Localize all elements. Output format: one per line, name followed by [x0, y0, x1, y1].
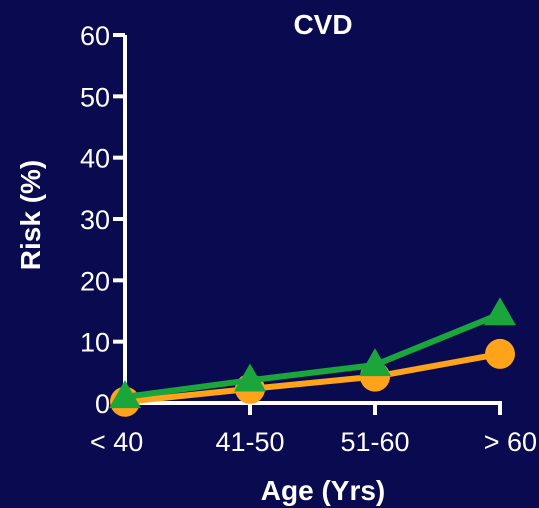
- y-tick-label: 0: [95, 389, 110, 419]
- series-triangle: [109, 297, 516, 409]
- y-tick-label: 60: [80, 21, 110, 51]
- x-tick-label: 41-50: [215, 427, 284, 457]
- data-point-triangle: [359, 348, 391, 377]
- series-line: [124, 311, 502, 400]
- data-point-triangle: [109, 380, 141, 409]
- x-tick-label: 51-60: [340, 427, 409, 457]
- chart-title: CVD: [293, 9, 352, 40]
- series-circle: [110, 338, 515, 417]
- y-tick-label: 30: [80, 205, 110, 235]
- series-line: [124, 350, 501, 405]
- y-ticks: 0 10 20 30 40 50 60: [80, 21, 125, 419]
- y-tick-label: 10: [80, 328, 110, 358]
- data-point-triangle: [484, 297, 516, 326]
- series-layer: [109, 297, 516, 417]
- y-axis-title: Risk (%): [15, 160, 46, 270]
- x-axis-title: Age (Yrs): [261, 475, 385, 506]
- data-point-circle: [485, 338, 515, 369]
- axes: [123, 35, 502, 405]
- x-ticks: < 40 41-50 51-60 > 60: [90, 403, 537, 457]
- data-point-triangle: [234, 363, 266, 392]
- x-tick-label: > 60: [484, 427, 537, 457]
- x-tick-label: < 40: [90, 427, 143, 457]
- y-tick-label: 50: [80, 82, 110, 112]
- y-tick-label: 40: [80, 144, 110, 174]
- y-tick-label: 20: [80, 266, 110, 296]
